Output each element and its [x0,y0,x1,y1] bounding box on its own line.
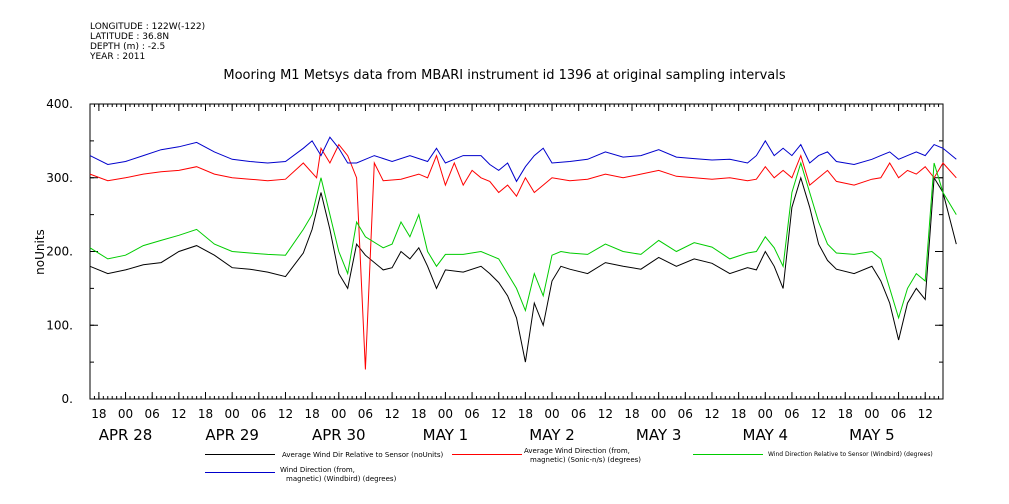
x-tick-label: 18 [304,407,319,421]
series-line-green [89,161,957,320]
x-tick-label: 18 [198,407,213,421]
x-date-label: MAY 2 [529,426,575,444]
y-tick-label: 400. [46,97,73,111]
x-tick-label: 06 [464,407,479,421]
y-tick-label: 200. [46,245,73,259]
meta-latitude: LATITUDE : 36.8N [90,32,170,42]
x-tick-label: 00 [331,407,346,421]
x-tick-label: 12 [704,407,719,421]
x-tick-label: 18 [518,407,533,421]
chart-title: Mooring M1 Metsys data from MBARI instru… [223,68,786,83]
x-tick-label: 06 [891,407,906,421]
series-layer [89,136,957,370]
x-tick-label: 00 [225,407,240,421]
x-tick-label: 12 [278,407,293,421]
meta-depth: DEPTH (m) : -2.5 [90,42,166,52]
series-line-black [89,176,957,363]
series-line-red [89,143,957,370]
x-tick-label: 12 [918,407,933,421]
x-tick-label: 06 [145,407,160,421]
x-tick-label: 18 [411,407,426,421]
x-date-label: MAY 1 [423,426,469,444]
x-date-label: MAY 4 [743,426,789,444]
x-tick-label: 06 [251,407,266,421]
series-line-blue [89,136,957,183]
y-tick-label: 0. [62,392,73,406]
meta-year: YEAR : 2011 [90,52,146,62]
x-date-label: MAY 3 [636,426,682,444]
axes: 18 00 06 12 18 00 06 12 18 00 06 12 18 00 06 12 18 00 06 12… [46,97,944,444]
x-tick-label: 06 [784,407,799,421]
x-tick-label: 12 [384,407,399,421]
x-tick-label: 06 [358,407,373,421]
meta-longitude: LONGITUDE : 122W(-122) [90,22,206,32]
x-tick-label: 06 [571,407,586,421]
x-tick-label: 12 [491,407,506,421]
x-tick-label: 12 [598,407,613,421]
metadata-block: LONGITUDE : 122W(-122) LATITUDE : 36.8N … [90,22,205,62]
y-tick-label: 100. [46,318,73,332]
x-date-label: APR 28 [99,426,153,444]
x-tick-label: 12 [171,407,186,421]
x-tick-label: 00 [651,407,666,421]
x-tick-label: 00 [438,407,453,421]
x-tick-label: 00 [758,407,773,421]
x-tick-label: 00 [118,407,133,421]
y-tick-label: 300. [46,171,73,185]
x-tick-label: 18 [838,407,853,421]
x-tick-label: 18 [91,407,106,421]
x-date-label: APR 29 [205,426,259,444]
x-date-label: APR 30 [312,426,366,444]
x-tick-label: 18 [624,407,639,421]
x-tick-label: 12 [811,407,826,421]
x-tick-label: 00 [544,407,559,421]
y-axis-label: noUnits [33,229,47,275]
x-tick-label: 18 [731,407,746,421]
x-tick-label: 00 [864,407,879,421]
x-date-label: MAY 5 [849,426,895,444]
plot-frame [89,103,944,400]
x-tick-label: 06 [678,407,693,421]
